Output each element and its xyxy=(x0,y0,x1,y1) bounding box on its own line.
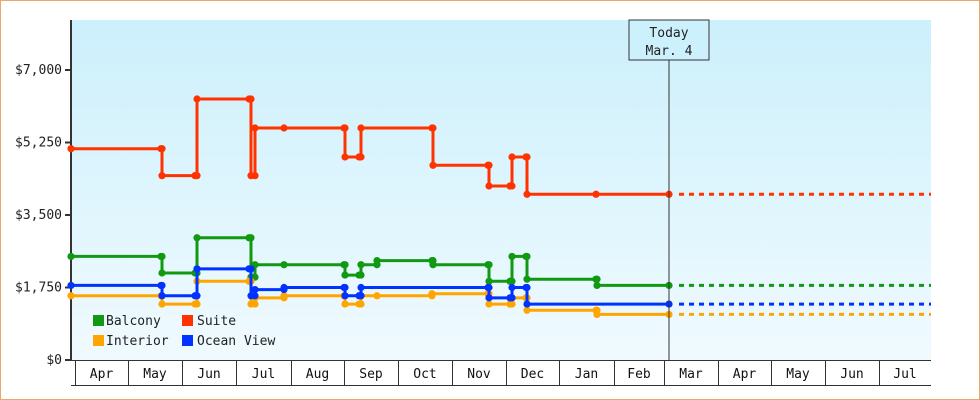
series-ocean-view xyxy=(67,265,931,308)
today-label: Today xyxy=(649,26,688,41)
x-tick-label: Jul xyxy=(252,367,275,382)
x-axis: Apr May Jun Jul Aug Sep Oct Nov Dec Jan Feb Mar Apr M… xyxy=(71,360,931,386)
data-point[interactable] xyxy=(193,265,201,273)
x-tick-label: Mar xyxy=(679,367,703,382)
data-point[interactable] xyxy=(357,124,365,132)
data-point[interactable] xyxy=(341,292,349,300)
data-point[interactable] xyxy=(67,281,75,290)
legend: Balcony Suite Interior Ocean View xyxy=(93,314,275,349)
data-point[interactable] xyxy=(593,281,601,290)
data-point[interactable] xyxy=(158,300,166,308)
x-tick-label: Oct xyxy=(413,367,436,382)
x-tick-label: Jun xyxy=(197,367,220,382)
x-tick-label: Jul xyxy=(893,367,916,382)
data-point[interactable] xyxy=(251,285,259,294)
data-point[interactable] xyxy=(485,182,493,190)
data-point[interactable] xyxy=(523,275,531,283)
y-tick-label: $1,750 xyxy=(15,281,62,296)
legend-swatch-suite xyxy=(182,315,193,326)
data-point[interactable] xyxy=(280,261,288,269)
y-tick-label: $0 xyxy=(46,353,62,368)
y-tick-label: $7,000 xyxy=(15,63,62,78)
legend-swatch-balcony xyxy=(93,315,104,326)
data-point[interactable] xyxy=(485,277,493,285)
x-tick-label: Sep xyxy=(359,367,383,382)
data-point[interactable] xyxy=(485,300,493,308)
x-tick-label: May xyxy=(786,367,810,382)
series-balcony xyxy=(67,234,931,290)
plot-area xyxy=(71,20,931,360)
legend-label-suite: Suite xyxy=(197,314,236,329)
x-tick-label: Jan xyxy=(575,367,598,382)
data-point[interactable] xyxy=(341,153,349,161)
data-point[interactable] xyxy=(158,292,166,300)
data-point[interactable] xyxy=(251,124,259,132)
series-suite xyxy=(67,95,931,198)
y-axis: $0 $1,750 $3,500 $5,250 $7,000 xyxy=(15,20,72,368)
data-point[interactable] xyxy=(193,234,201,242)
x-tick-label: Aug xyxy=(306,367,329,382)
data-point[interactable] xyxy=(357,261,365,269)
data-point[interactable] xyxy=(429,161,437,169)
data-point[interactable] xyxy=(67,292,75,300)
data-point[interactable] xyxy=(523,300,531,308)
data-point[interactable] xyxy=(523,306,531,314)
data-point[interactable] xyxy=(193,95,201,103)
y-tick-label: $3,500 xyxy=(15,208,62,223)
data-point[interactable] xyxy=(158,172,166,180)
data-point[interactable] xyxy=(508,252,516,261)
data-point[interactable] xyxy=(341,300,349,308)
legend-label-balcony: Balcony xyxy=(106,314,161,329)
data-point[interactable] xyxy=(508,283,516,292)
legend-swatch-interior xyxy=(93,335,104,346)
data-point[interactable] xyxy=(357,283,365,292)
x-tick-label: Nov xyxy=(467,367,491,382)
x-tick-label: Dec xyxy=(521,367,544,382)
data-point[interactable] xyxy=(280,124,288,132)
legend-label-ocean-view: Ocean View xyxy=(197,334,275,349)
x-tick-label: Jun xyxy=(840,367,863,382)
legend-label-interior: Interior xyxy=(106,334,169,349)
series-lines xyxy=(67,95,931,319)
data-point[interactable] xyxy=(485,294,493,302)
data-point[interactable] xyxy=(592,190,600,198)
today-marker: Today Mar. 4 xyxy=(628,19,710,360)
today-callout xyxy=(628,19,710,61)
legend-swatch-ocean-view xyxy=(182,335,193,346)
data-point[interactable] xyxy=(158,269,166,277)
data-point[interactable] xyxy=(67,145,75,153)
x-tick-label: Apr xyxy=(90,367,114,382)
x-tick-label: Apr xyxy=(733,367,757,382)
today-date: Mar. 4 xyxy=(646,44,693,59)
data-point[interactable] xyxy=(508,153,516,161)
data-point[interactable] xyxy=(67,252,75,261)
data-point[interactable] xyxy=(523,190,531,198)
data-point[interactable] xyxy=(341,271,349,279)
x-tick-label: Feb xyxy=(627,367,651,382)
y-tick-label: $5,250 xyxy=(15,136,62,151)
x-tick-label: May xyxy=(143,367,167,382)
data-point[interactable] xyxy=(373,292,381,300)
